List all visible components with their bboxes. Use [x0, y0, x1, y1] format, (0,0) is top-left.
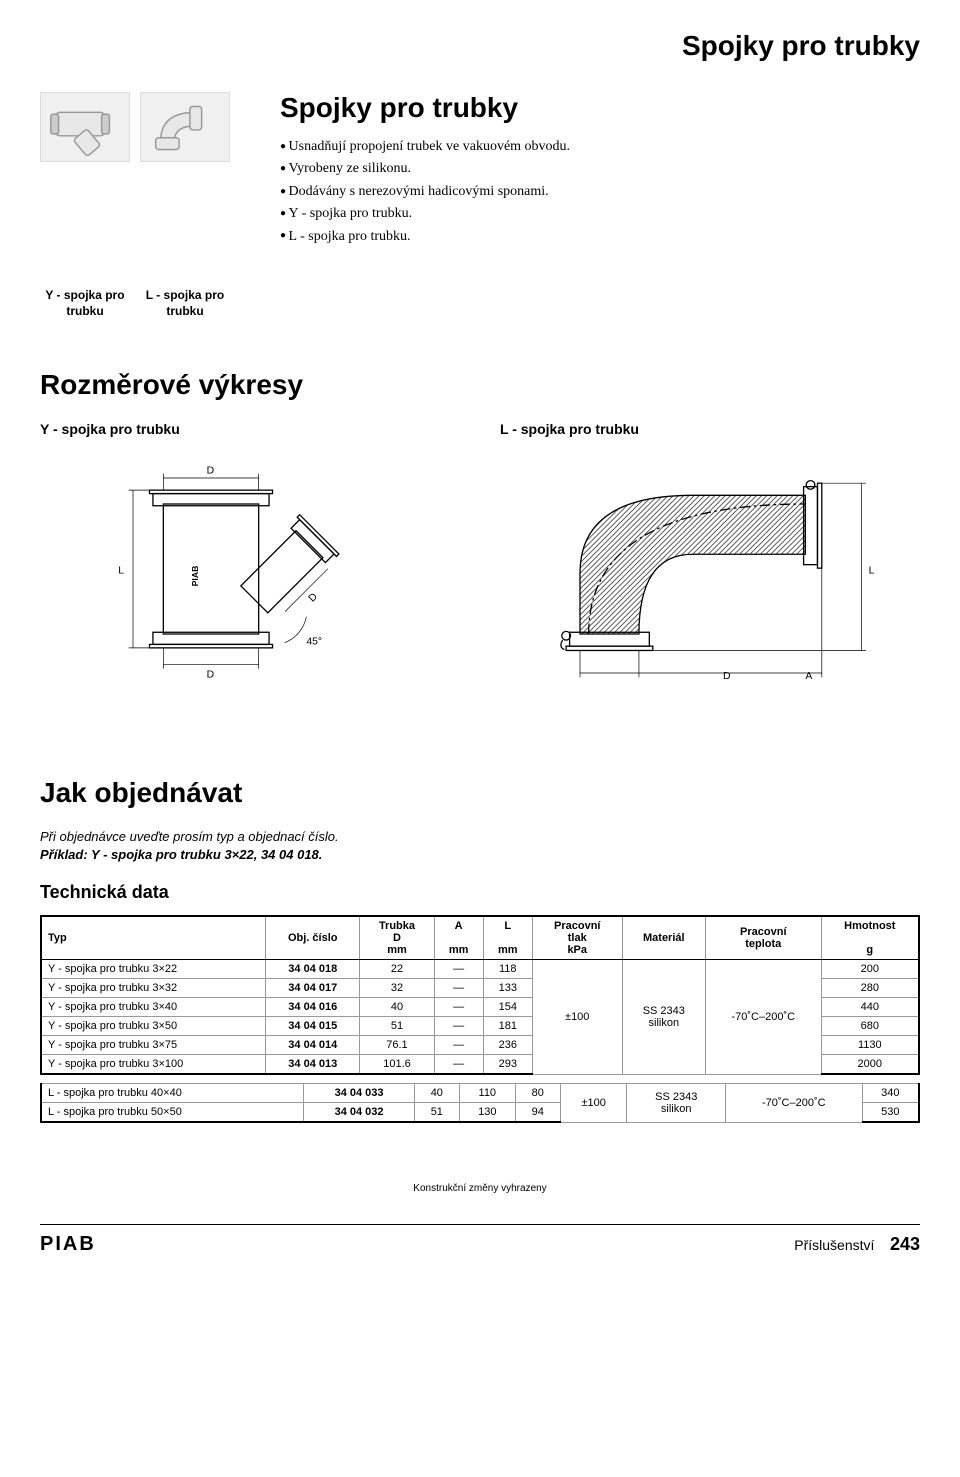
intro-section: Spojky pro trubky Usnadňují propojení tr… [40, 92, 920, 248]
tech-data-title: Technická data [40, 882, 920, 903]
l-drawing-block: L - spojka pro trubku [500, 421, 920, 717]
table-row: L - spojka pro trubku 40×4034 04 0334011… [41, 1084, 919, 1103]
col-tlak: PracovnítlakkPa [532, 916, 622, 960]
svg-text:D: D [207, 669, 215, 680]
col-teplota: Pracovníteplota [705, 916, 821, 960]
ordering-title: Jak objednávat [40, 777, 920, 809]
y-connector-image [40, 92, 130, 162]
table-row: Y - spojka pro trubku 3×2234 04 01822—11… [41, 960, 919, 979]
order-example: Příklad: Y - spojka pro trubku 3×22, 34 … [40, 847, 920, 862]
image-captions: Y - spojka pro trubku L - spojka pro tru… [40, 288, 920, 319]
drawings-title: Rozměrové výkresy [40, 369, 920, 401]
svg-text:45°: 45° [306, 637, 322, 648]
l-technical-drawing: L D A [500, 452, 920, 712]
col-obj: Obj. číslo [266, 916, 360, 960]
svg-text:A: A [805, 671, 812, 682]
svg-text:L: L [869, 565, 875, 576]
drawings-row: Y - spojka pro trubku PIAB [40, 421, 920, 717]
footer-note: Konstrukční změny vyhrazeny [40, 1183, 920, 1194]
l-connector-image [140, 92, 230, 162]
footer-page-number: 243 [890, 1234, 920, 1254]
order-instruction: Při objednávce uveďte prosím typ a objed… [40, 829, 920, 844]
l-drawing-label: L - spojka pro trubku [500, 421, 920, 437]
l-data-table: L - spojka pro trubku 40×4034 04 0334011… [40, 1083, 920, 1123]
page-header-title: Spojky pro trubky [40, 30, 920, 62]
y-drawing-block: Y - spojka pro trubku PIAB [40, 421, 460, 717]
col-material: Materiál [622, 916, 705, 960]
bullet-item: Dodávány s nerezovými hadicovými sponami… [280, 181, 920, 203]
col-hmotnost: Hmotnostg [821, 916, 919, 960]
bullet-item: Y - spojka pro trubku. [280, 203, 920, 225]
y-drawing-label: Y - spojka pro trubku [40, 421, 460, 437]
col-a: Amm [434, 916, 483, 960]
bullet-item: Vyrobeny ze silikonu. [280, 158, 920, 180]
svg-text:D: D [307, 592, 320, 605]
bullet-item: Usnadňují propojení trubek ve vakuovém o… [280, 136, 920, 158]
footer-section: Příslušenství [794, 1237, 874, 1253]
y-technical-drawing: PIAB D L D [40, 452, 460, 712]
bullet-item: L - spojka pro trubku. [280, 226, 920, 248]
svg-text:D: D [207, 466, 215, 477]
page-footer: PIAB Příslušenství 243 [40, 1224, 920, 1256]
product-images [40, 92, 230, 162]
col-l: Lmm [483, 916, 532, 960]
intro-title: Spojky pro trubky [280, 92, 920, 124]
intro-bullets: Usnadňují propojení trubek ve vakuovém o… [280, 136, 920, 248]
footer-logo: PIAB [40, 1233, 96, 1256]
footer-right: Příslušenství 243 [794, 1234, 920, 1255]
col-trubka: TrubkaDmm [360, 916, 434, 960]
col-typ: Typ [41, 916, 266, 960]
l-caption: L - spojka pro trubku [140, 288, 230, 319]
y-caption: Y - spojka pro trubku [40, 288, 130, 319]
svg-text:L: L [118, 565, 124, 576]
svg-text:PIAB: PIAB [190, 566, 200, 587]
intro-text: Spojky pro trubky Usnadňují propojení tr… [250, 92, 920, 248]
y-data-table: Typ Obj. číslo TrubkaDmm Amm Lmm Pracovn… [40, 915, 920, 1075]
